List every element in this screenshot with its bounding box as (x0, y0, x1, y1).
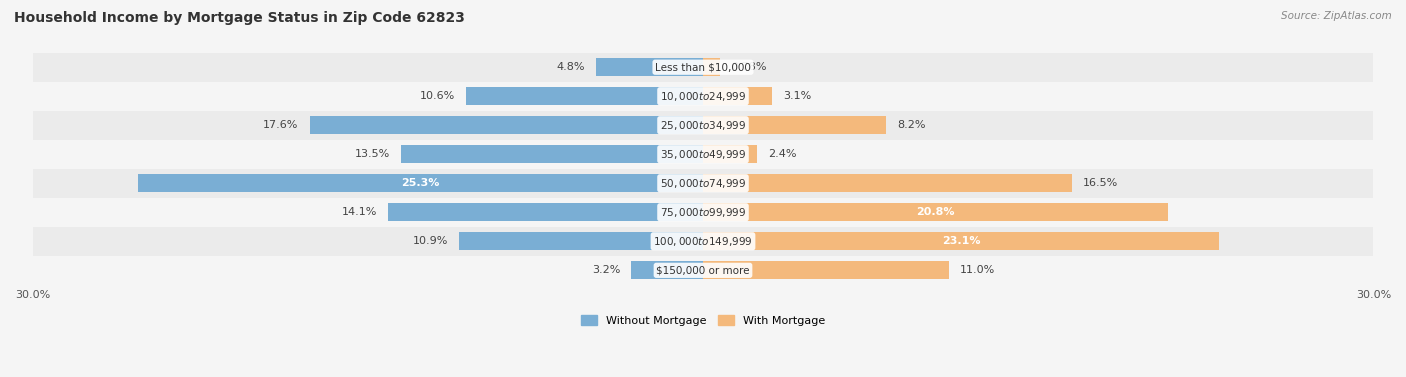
Bar (703, 232, 1219, 250)
Bar (309, 116, 703, 134)
Bar (460, 232, 703, 250)
Text: 13.5%: 13.5% (354, 149, 389, 159)
Bar (32, 169, 1374, 198)
Text: $75,000 to $99,999: $75,000 to $99,999 (659, 206, 747, 219)
Text: 10.9%: 10.9% (413, 236, 449, 246)
Text: $150,000 or more: $150,000 or more (657, 265, 749, 275)
Text: 20.8%: 20.8% (917, 207, 955, 217)
Text: $35,000 to $49,999: $35,000 to $49,999 (659, 148, 747, 161)
Bar (388, 203, 703, 221)
Bar (631, 261, 703, 279)
Text: 8.2%: 8.2% (897, 120, 927, 130)
Bar (467, 87, 703, 105)
Text: Household Income by Mortgage Status in Zip Code 62823: Household Income by Mortgage Status in Z… (14, 11, 465, 25)
Bar (32, 82, 1374, 111)
Text: 16.5%: 16.5% (1083, 178, 1118, 188)
Text: 25.3%: 25.3% (401, 178, 440, 188)
Text: 11.0%: 11.0% (960, 265, 995, 275)
Text: $100,000 to $149,999: $100,000 to $149,999 (654, 235, 752, 248)
Text: 14.1%: 14.1% (342, 207, 377, 217)
Bar (32, 140, 1374, 169)
Bar (703, 174, 1071, 192)
Bar (401, 145, 703, 163)
Text: 2.4%: 2.4% (768, 149, 796, 159)
Bar (703, 87, 772, 105)
Bar (32, 227, 1374, 256)
Bar (32, 198, 1374, 227)
Bar (703, 58, 720, 76)
Text: $10,000 to $24,999: $10,000 to $24,999 (659, 90, 747, 103)
Bar (703, 145, 756, 163)
Text: 17.6%: 17.6% (263, 120, 298, 130)
Text: 3.1%: 3.1% (783, 91, 811, 101)
Bar (596, 58, 703, 76)
Legend: Without Mortgage, With Mortgage: Without Mortgage, With Mortgage (576, 311, 830, 330)
Text: 0.78%: 0.78% (731, 62, 768, 72)
Text: 3.2%: 3.2% (592, 265, 620, 275)
Bar (703, 116, 886, 134)
Text: 10.6%: 10.6% (420, 91, 456, 101)
Text: Less than $10,000: Less than $10,000 (655, 62, 751, 72)
Text: $25,000 to $34,999: $25,000 to $34,999 (659, 119, 747, 132)
Bar (32, 53, 1374, 82)
Bar (703, 203, 1168, 221)
Bar (703, 261, 949, 279)
Bar (32, 256, 1374, 285)
Bar (138, 174, 703, 192)
Text: 23.1%: 23.1% (942, 236, 980, 246)
Text: $50,000 to $74,999: $50,000 to $74,999 (659, 177, 747, 190)
Bar (32, 111, 1374, 140)
Text: 4.8%: 4.8% (555, 62, 585, 72)
Text: Source: ZipAtlas.com: Source: ZipAtlas.com (1281, 11, 1392, 21)
